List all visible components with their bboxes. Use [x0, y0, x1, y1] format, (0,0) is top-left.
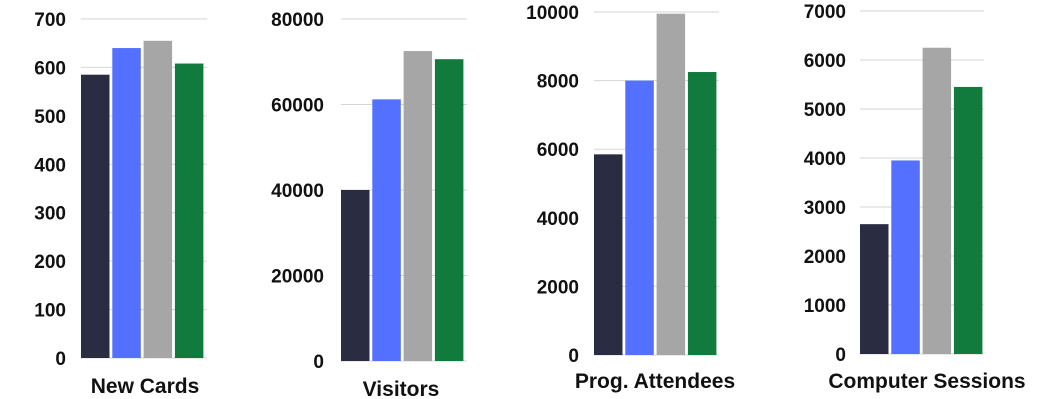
new-cards-bar-2: [112, 48, 141, 359]
visitors-bar-4: [434, 59, 464, 362]
y-tick-label-new-cards-700: 700: [34, 10, 66, 31]
y-tick-label-new-cards-200: 200: [34, 252, 66, 273]
computer-sessions-bar-2: [891, 160, 920, 354]
y-tick-label-prog-attendees-8000: 8000: [537, 72, 579, 93]
chart-visitors: 0 20000 40000 60000 80000 Visitors: [271, 10, 467, 399]
y-tick-label-new-cards-100: 100: [34, 301, 66, 322]
y-tick-label-new-cards-0: 0: [55, 349, 66, 370]
y-tick-label-prog-attendees-4000: 4000: [537, 209, 579, 230]
y-tick-label-computer-sessions-2000: 2000: [804, 247, 846, 268]
y-tick-label-computer-sessions-7000: 7000: [804, 2, 846, 23]
new-cards-bar-3: [143, 40, 173, 359]
computer-sessions-bar-3: [922, 47, 952, 354]
y-tick-label-new-cards-400: 400: [34, 155, 66, 176]
y-tick-label-prog-attendees-0: 0: [568, 346, 579, 367]
visitors-bar-3: [403, 51, 433, 361]
computer-sessions-bar-4: [953, 86, 983, 354]
computer-sessions-bar-1: [860, 224, 889, 354]
visitors-bar-2: [372, 99, 401, 362]
y-tick-label-computer-sessions-1000: 1000: [804, 296, 846, 317]
y-tick-label-visitors-80000: 80000: [271, 10, 324, 31]
y-tick-label-visitors-0: 0: [313, 352, 324, 373]
visitors-bar-1: [341, 190, 370, 361]
x-axis-label-new-cards: New Cards: [91, 375, 200, 398]
prog-attendees-bar-2: [625, 80, 654, 355]
y-tick-label-visitors-40000: 40000: [271, 181, 324, 202]
x-axis-label-computer-sessions: Computer Sessions: [828, 370, 1025, 393]
prog-attendees-bar-4: [687, 72, 717, 356]
y-tick-label-computer-sessions-4000: 4000: [804, 149, 846, 170]
y-tick-label-new-cards-500: 500: [34, 107, 66, 128]
x-axis-label-prog-attendees: Prog. Attendees: [575, 370, 735, 393]
prog-attendees-bar-1: [594, 154, 623, 355]
x-axis-label-visitors: Visitors: [363, 378, 440, 399]
chart-prog-attendees: 0 2000 4000 6000 8000 10000 Prog. Attendees: [526, 3, 735, 393]
y-tick-label-prog-attendees-10000: 10000: [526, 3, 579, 24]
new-cards-bar-4: [174, 63, 204, 358]
y-tick-label-computer-sessions-0: 0: [835, 345, 846, 366]
y-tick-label-computer-sessions-6000: 6000: [804, 51, 846, 72]
y-tick-label-prog-attendees-2000: 2000: [537, 277, 579, 298]
y-tick-label-prog-attendees-6000: 6000: [537, 140, 579, 161]
chart-computer-sessions: 0 1000 2000 3000 4000 5000 6000 7000 Computer Se…: [804, 2, 1026, 393]
y-tick-label-computer-sessions-5000: 5000: [804, 100, 846, 121]
chart-new-cards: 0 100 200 300 400 500 600 700 New Cards: [34, 10, 207, 398]
new-cards-bar-1: [81, 74, 110, 358]
y-tick-label-new-cards-300: 300: [34, 204, 66, 225]
y-tick-label-visitors-60000: 60000: [271, 96, 324, 117]
y-tick-label-new-cards-600: 600: [34, 58, 66, 79]
prog-attendees-bar-3: [656, 13, 686, 356]
y-tick-label-computer-sessions-3000: 3000: [804, 198, 846, 219]
y-tick-label-visitors-20000: 20000: [271, 267, 324, 288]
